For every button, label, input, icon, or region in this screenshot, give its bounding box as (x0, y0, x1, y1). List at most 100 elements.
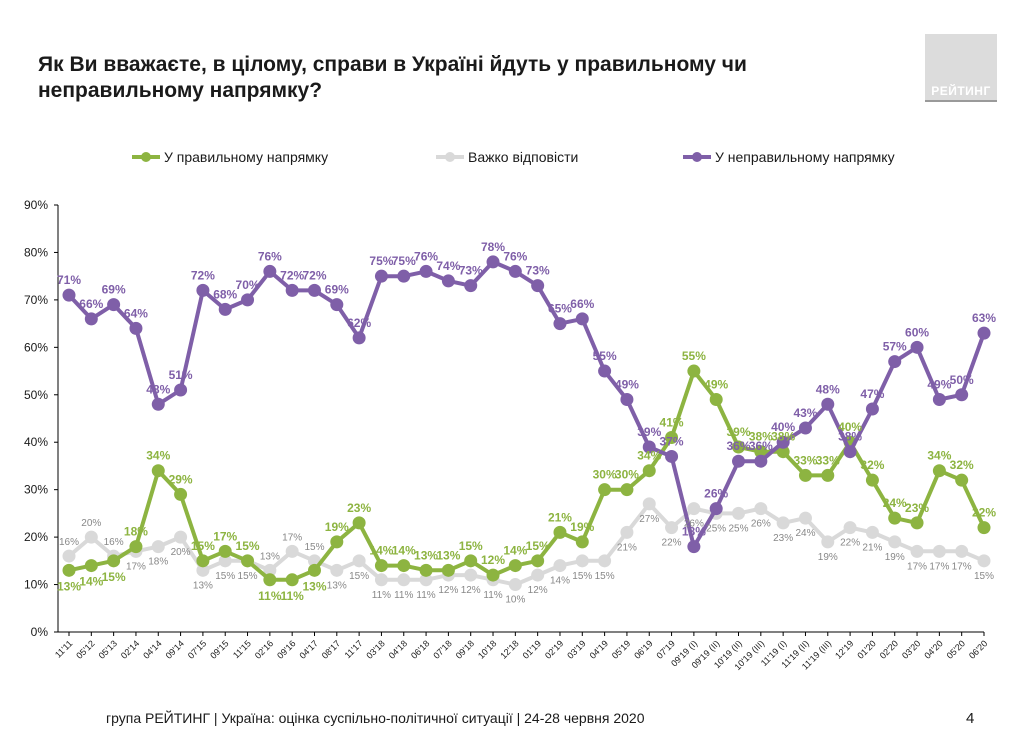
series-0-data-label: 40% (838, 420, 862, 434)
series-2-point (218, 302, 232, 316)
series-2-point (84, 312, 98, 326)
series-0-point (129, 540, 143, 554)
series-2-point (843, 445, 857, 459)
series-1-point (374, 573, 388, 587)
series-1-point (196, 563, 210, 577)
series-2-data-label: 71% (57, 273, 81, 287)
series-1-point (263, 563, 277, 577)
series-2-point (888, 355, 902, 369)
series-0-point (932, 464, 946, 478)
legend-label-2: У неправильному напрямку (715, 149, 895, 165)
series-2-point (865, 402, 879, 416)
series-0-point (798, 468, 812, 482)
series-0-point (531, 554, 545, 568)
series-2-point (129, 321, 143, 335)
series-2-point (397, 269, 411, 283)
series-2-data-label: 70% (236, 278, 260, 292)
series-0-point (263, 573, 277, 587)
series-1-data-label: 19% (818, 552, 838, 563)
series-1-data-label: 12% (438, 585, 458, 596)
series-0-data-label: 32% (860, 458, 884, 472)
series-0-point (732, 440, 746, 454)
series-1-data-label: 13% (260, 551, 280, 562)
series-0-point (107, 554, 121, 568)
series-1-data-label: 25% (729, 523, 749, 534)
series-2-data-label: 76% (414, 249, 438, 263)
x-tick-label: 12'18 (498, 638, 520, 660)
series-0-data-label: 49% (704, 378, 728, 392)
series-1-point (821, 535, 835, 549)
x-tick-label: 01'20 (855, 638, 877, 660)
series-2-point (196, 283, 210, 297)
series-1-point (575, 554, 589, 568)
series-1-point (285, 544, 299, 558)
series-1-point (687, 502, 701, 516)
logo-bar (925, 100, 997, 102)
chart-title: Як Ви вважаєте, в цілому, справи в Украї… (38, 53, 747, 102)
series-0-data-label: 14% (392, 544, 416, 558)
series-0-data-label: 13% (302, 579, 326, 593)
y-tick-label: 20% (24, 530, 48, 544)
series-1-point (419, 573, 433, 587)
line-chart: 0%10%20%30%40%50%60%70%80%90%11'11 05'12 0… (24, 149, 996, 672)
series-0-data-label: 13% (436, 548, 460, 562)
series-2-data-label: 64% (124, 306, 148, 320)
series-0-data-label: 13% (57, 579, 81, 593)
series-2-data-label: 65% (548, 302, 572, 316)
series-line-2 (67, 259, 986, 549)
series-2-data-label: 36% (749, 439, 773, 453)
series-2-point (665, 449, 679, 463)
series-2-point (598, 364, 612, 378)
series-2-data-label: 75% (392, 254, 416, 268)
series-0-data-label: 19% (325, 520, 349, 534)
series-1-data-label: 23% (773, 533, 793, 544)
series-1-point (776, 516, 790, 530)
series-0-data-label: 15% (459, 539, 483, 553)
series-1-data-label: 12% (528, 585, 548, 596)
series-1-point (620, 525, 634, 539)
x-tick-label: 06'20 (967, 638, 989, 660)
series-2-data-label: 73% (526, 264, 550, 278)
y-tick-label: 70% (24, 293, 48, 307)
x-tick-label: 09'18 (454, 638, 476, 660)
x-tick-label: 09'15 (208, 638, 230, 660)
series-0-point (955, 473, 969, 487)
series-0-data-label: 33% (793, 453, 817, 467)
series-2-data-label: 72% (302, 268, 326, 282)
y-tick-label: 80% (24, 245, 48, 259)
series-1-data-label: 11% (394, 590, 413, 601)
series-2-data-label: 48% (146, 382, 170, 396)
x-tick-label: 03'19 (565, 638, 587, 660)
series-1-data-label: 11% (416, 590, 435, 601)
legend-marker-0 (141, 152, 151, 162)
series-1-point (642, 497, 656, 511)
x-tick-label: 03'20 (900, 638, 922, 660)
series-2-data-label: 40% (771, 420, 795, 434)
series-0-point (151, 464, 165, 478)
series-1-point (955, 544, 969, 558)
series-1-data-label: 20% (81, 518, 101, 529)
series-0-point (709, 393, 723, 407)
series-2-point (531, 279, 545, 293)
series-0-point (441, 563, 455, 577)
series-1-data-label: 24% (795, 528, 815, 539)
series-0-point (352, 516, 366, 530)
series-2-data-label: 60% (905, 325, 929, 339)
series-0-data-label: 55% (682, 349, 706, 363)
series-1-data-label: 22% (662, 538, 682, 549)
series-0-point (776, 445, 790, 459)
x-tick-label: 10'18 (476, 638, 498, 660)
series-2-point (977, 326, 991, 340)
series-1-data-label: 20% (171, 547, 191, 558)
series-2-data-label: 69% (102, 283, 126, 297)
x-tick-label: 09'14 (164, 638, 186, 660)
y-tick-label: 0% (31, 625, 49, 639)
x-tick-label: 07'15 (186, 638, 208, 660)
series-1-data-label: 17% (126, 561, 146, 572)
series-0-data-label: 19% (570, 520, 594, 534)
series-1-point (352, 554, 366, 568)
series-2-point (932, 393, 946, 407)
series-0-data-label: 15% (236, 539, 260, 553)
x-tick-label: 02'14 (119, 638, 141, 660)
series-0-data-label: 23% (905, 501, 929, 515)
